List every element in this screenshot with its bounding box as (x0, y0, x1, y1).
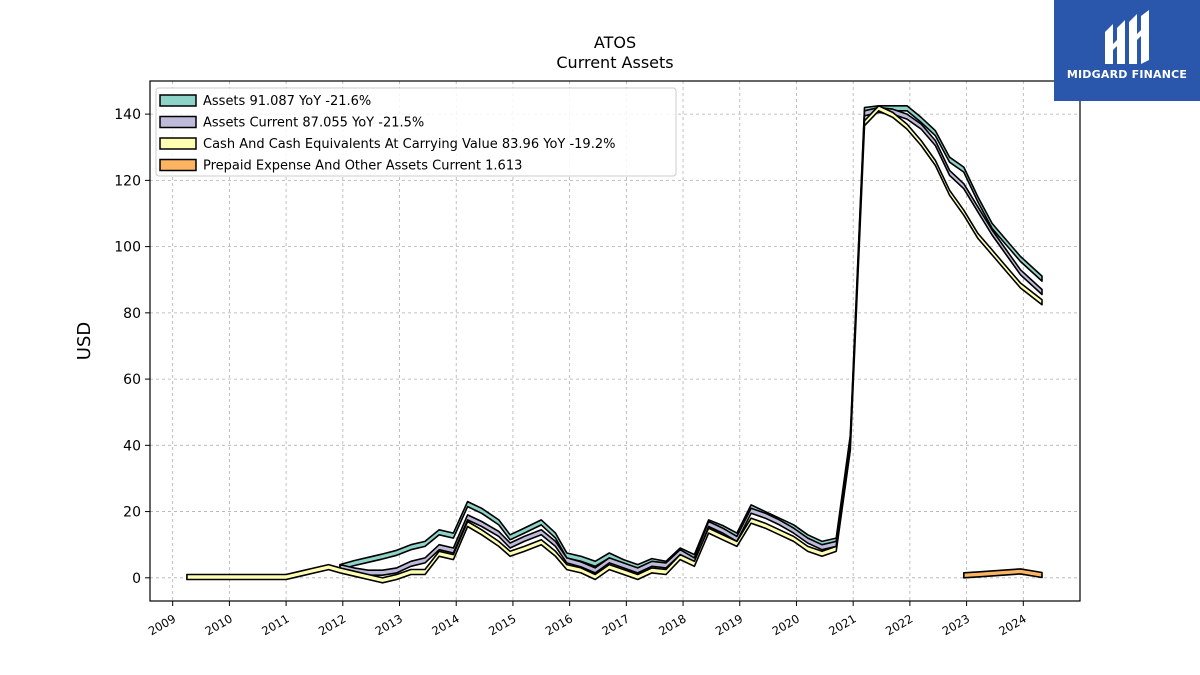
x-tick-label: 2009 (146, 611, 178, 638)
y-tick-label: 20 (123, 505, 141, 521)
x-tick-label: 2019 (713, 611, 745, 638)
x-tick-label: 2020 (770, 611, 802, 638)
x-tick-label: 2024 (996, 611, 1028, 638)
plot-frame (149, 80, 1081, 602)
x-tick-label: 2022 (883, 611, 915, 638)
x-tick-label: 2015 (486, 611, 518, 638)
legend-swatch (159, 115, 197, 129)
legend-swatch (159, 158, 197, 172)
y-axis-label: USD (74, 322, 95, 360)
x-tick-label: 2017 (599, 611, 631, 638)
x-tick-label: 2014 (429, 611, 461, 638)
chart-subtitle: Current Assets (556, 53, 673, 72)
x-tick-label: 2011 (259, 611, 291, 638)
series-layer (186, 105, 1043, 584)
logo-text: MIDGARD FINANCE (1066, 68, 1188, 81)
y-tick-label: 140 (114, 107, 141, 123)
y-tick-label: 100 (114, 240, 141, 256)
y-tick-label: 120 (114, 173, 141, 189)
x-tick-label: 2013 (373, 611, 405, 638)
legend-box (155, 87, 677, 177)
x-tick-label: 2010 (203, 611, 235, 638)
series-band-3 (186, 105, 1043, 584)
legend-label: Cash And Cash Equivalents At Carrying Va… (203, 137, 615, 152)
y-tick-label: 0 (132, 571, 141, 587)
legend-label: Assets Current 87.055 YoY -21.5% (203, 116, 424, 131)
legend-swatch (159, 137, 197, 150)
chart-title: ATOS (594, 33, 636, 52)
x-tick-label: 2023 (940, 611, 972, 638)
midgard-finance-logo: MIDGARD FINANCE (1054, 0, 1200, 101)
series-band-2 (339, 106, 1043, 577)
x-tick-label: 2018 (656, 611, 688, 638)
legend: Assets 91.087 YoY -21.6% Assets Current 8… (155, 87, 677, 177)
legend-label: Assets 91.087 YoY -21.6% (203, 94, 371, 109)
y-tick-label: 60 (123, 372, 141, 388)
x-tick-label: 2012 (316, 611, 348, 638)
midgard-logo-icon (1105, 10, 1149, 64)
y-tick-label: 40 (123, 438, 141, 454)
series-band-4 (962, 568, 1043, 579)
y-tick-label: 80 (123, 306, 141, 322)
x-tick-label: 2021 (826, 611, 858, 638)
x-tick-label: 2016 (543, 611, 575, 638)
legend-swatch (159, 94, 197, 107)
legend-label: Prepaid Expense And Other Assets Current… (203, 159, 522, 174)
